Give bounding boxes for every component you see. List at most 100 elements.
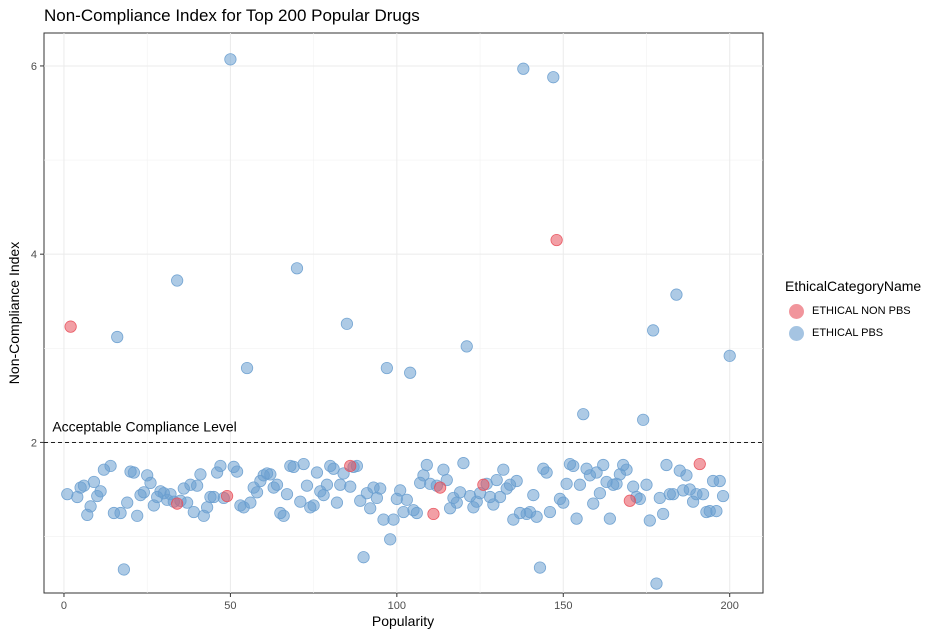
point-ethical-pbs bbox=[577, 408, 590, 421]
legend-label-ethical-non-pbs: ETHICAL NON PBS bbox=[812, 305, 911, 317]
point-ethical-pbs bbox=[710, 505, 723, 518]
point-ethical-pbs bbox=[87, 475, 101, 489]
point-ethical-pbs bbox=[127, 466, 140, 479]
x-tick-label: 150 bbox=[554, 600, 572, 612]
point-ethical-pbs bbox=[214, 459, 227, 473]
point-ethical-pbs bbox=[603, 512, 616, 525]
point-ethical-pbs bbox=[627, 480, 640, 493]
point-ethical-pbs bbox=[310, 466, 324, 479]
point-ethical-pbs bbox=[547, 71, 560, 84]
point-ethical-pbs bbox=[620, 463, 633, 476]
x-axis-ticks: 0 50 100 150 200 bbox=[61, 593, 739, 612]
point-ethical-pbs bbox=[527, 489, 540, 502]
point-ethical-pbs bbox=[394, 484, 407, 497]
legend-item-ethical-non-pbs: ETHICAL NON PBS bbox=[785, 300, 921, 322]
point-ethical-pbs bbox=[680, 469, 693, 482]
point-ethical-non-pbs bbox=[434, 481, 447, 494]
point-ethical-pbs bbox=[570, 512, 583, 525]
x-tick-label: 0 bbox=[61, 600, 67, 612]
point-ethical-non-pbs bbox=[427, 507, 440, 521]
point-ethical-pbs bbox=[94, 485, 107, 498]
legend-item-ethical-pbs: ETHICAL PBS bbox=[785, 322, 921, 344]
point-ethical-pbs bbox=[716, 489, 730, 503]
data-points bbox=[61, 53, 736, 590]
point-ethical-pbs bbox=[404, 366, 417, 379]
point-ethical-pbs bbox=[240, 361, 254, 375]
point-ethical-pbs bbox=[194, 468, 207, 481]
point-ethical-pbs bbox=[597, 458, 610, 472]
point-ethical-pbs bbox=[250, 486, 264, 499]
point-ethical-pbs bbox=[111, 330, 124, 344]
point-ethical-pbs bbox=[387, 513, 400, 526]
point-ethical-pbs bbox=[490, 473, 503, 487]
point-ethical-pbs bbox=[587, 497, 600, 510]
point-ethical-pbs bbox=[117, 563, 130, 576]
point-ethical-pbs bbox=[530, 510, 543, 523]
legend: EthicalCategoryName ETHICAL NON PBS ETHI… bbox=[785, 278, 921, 344]
point-ethical-pbs bbox=[437, 463, 450, 476]
y-axis-title: Non-Compliance Index bbox=[6, 242, 22, 384]
y-axis-ticks: 2 4 6 bbox=[31, 61, 44, 449]
point-ethical-pbs bbox=[420, 458, 433, 472]
legend-title: EthicalCategoryName bbox=[785, 278, 922, 294]
point-ethical-pbs bbox=[450, 496, 463, 509]
point-ethical-pbs bbox=[61, 488, 74, 501]
point-ethical-pbs bbox=[264, 468, 277, 481]
point-ethical-pbs bbox=[340, 317, 354, 330]
point-ethical-pbs bbox=[400, 493, 413, 506]
point-ethical-pbs bbox=[380, 361, 393, 375]
point-ethical-pbs bbox=[327, 462, 340, 475]
point-ethical-pbs bbox=[137, 486, 150, 499]
point-ethical-non-pbs bbox=[171, 497, 184, 510]
point-ethical-pbs bbox=[201, 501, 214, 514]
point-ethical-pbs bbox=[540, 466, 553, 479]
point-ethical-pbs bbox=[640, 478, 653, 491]
point-ethical-pbs bbox=[144, 476, 157, 489]
x-axis-title: Popularity bbox=[372, 613, 434, 629]
point-ethical-non-pbs bbox=[64, 320, 77, 333]
y-tick-label: 6 bbox=[31, 61, 37, 73]
point-ethical-pbs bbox=[713, 474, 726, 488]
point-ethical-pbs bbox=[224, 53, 237, 66]
point-ethical-pbs bbox=[244, 496, 257, 509]
point-ethical-pbs bbox=[297, 457, 310, 471]
point-ethical-non-pbs bbox=[344, 459, 357, 473]
point-ethical-pbs bbox=[457, 457, 470, 470]
point-ethical-pbs bbox=[543, 505, 557, 519]
point-ethical-pbs bbox=[533, 561, 547, 574]
point-ethical-non-pbs bbox=[693, 457, 706, 471]
point-ethical-pbs bbox=[460, 340, 473, 353]
point-ethical-pbs bbox=[364, 502, 377, 515]
point-ethical-pbs bbox=[517, 62, 530, 75]
point-ethical-pbs bbox=[290, 262, 304, 275]
point-ethical-pbs bbox=[84, 500, 97, 513]
point-ethical-pbs bbox=[287, 460, 300, 473]
point-ethical-pbs bbox=[497, 463, 510, 476]
point-ethical-pbs bbox=[670, 288, 683, 301]
y-tick-label: 2 bbox=[31, 437, 37, 449]
point-ethical-pbs bbox=[300, 479, 314, 492]
point-ethical-pbs bbox=[650, 577, 663, 590]
legend-label-ethical-pbs: ETHICAL PBS bbox=[812, 327, 884, 339]
point-ethical-pbs bbox=[643, 514, 656, 527]
point-ethical-pbs bbox=[280, 488, 294, 501]
point-ethical-pbs bbox=[384, 533, 397, 546]
point-ethical-non-pbs bbox=[477, 478, 490, 491]
reference-line-label: Acceptable Compliance Level bbox=[52, 418, 236, 434]
chart-title: Non-Compliance Index for Top 200 Popular… bbox=[44, 6, 420, 25]
point-ethical-pbs bbox=[557, 496, 570, 509]
point-ethical-pbs bbox=[374, 482, 387, 495]
point-ethical-pbs bbox=[593, 487, 606, 500]
point-ethical-pbs bbox=[723, 349, 736, 362]
point-ethical-pbs bbox=[647, 324, 660, 337]
point-ethical-pbs bbox=[344, 480, 357, 493]
y-tick-label: 4 bbox=[31, 249, 37, 261]
point-ethical-pbs bbox=[510, 474, 523, 488]
point-ethical-pbs bbox=[131, 509, 144, 522]
point-ethical-non-pbs bbox=[220, 489, 234, 503]
point-ethical-pbs bbox=[294, 495, 307, 508]
point-ethical-pbs bbox=[277, 509, 290, 522]
point-ethical-pbs bbox=[410, 506, 423, 520]
point-ethical-pbs bbox=[121, 496, 134, 509]
